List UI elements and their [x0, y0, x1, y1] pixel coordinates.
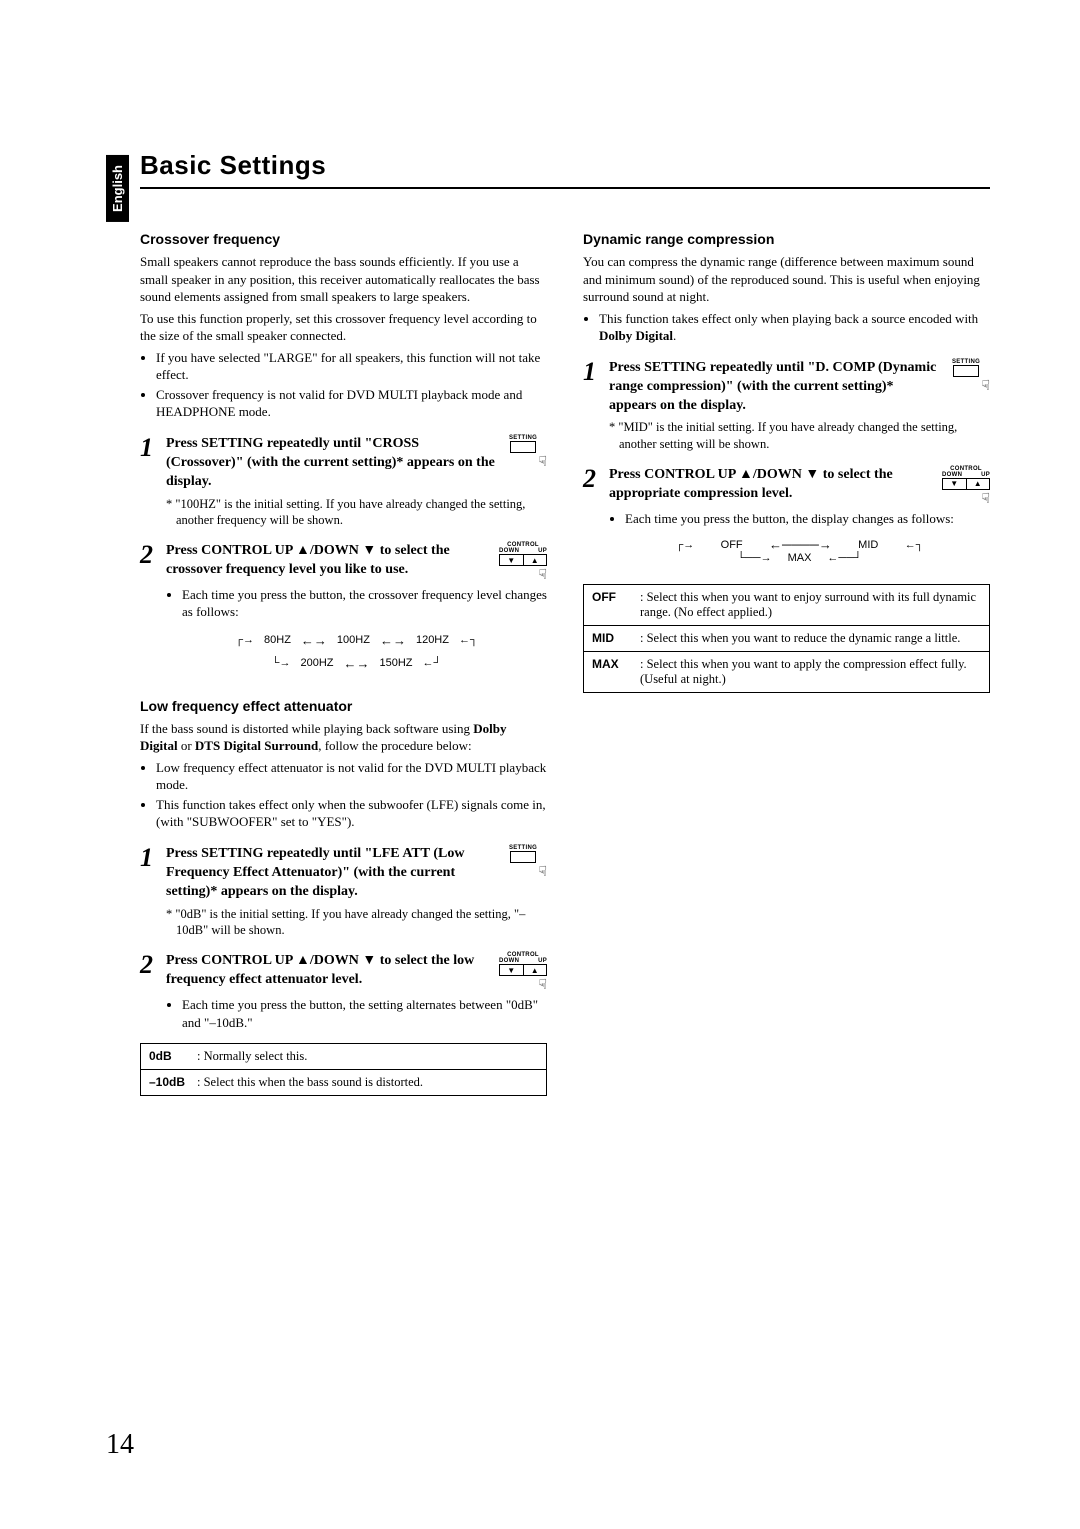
lfe-def-10db-key: –10dB	[141, 1070, 197, 1095]
dcomp-step2-b1: Each time you press the button, the disp…	[625, 510, 990, 528]
press-hand-icon: ☟	[499, 454, 547, 468]
crossover-bullets: If you have selected "LARGE" for all spe…	[140, 349, 547, 421]
step-number: 1	[140, 845, 158, 938]
up-label: UP	[981, 472, 990, 478]
crossover-step2-text: Press CONTROL UP ▲/DOWN ▼ to select the …	[166, 542, 547, 580]
dcomp-def-mid-key: MID	[584, 626, 640, 651]
up-icon: ▲	[523, 965, 547, 975]
dcomp-step-1: 1 SETTING ☟ Press SETTING repeatedly unt…	[583, 359, 990, 452]
setting-label: SETTING	[499, 845, 547, 851]
down-icon: ▼	[500, 965, 523, 975]
crossover-p1: Small speakers cannot reproduce the bass…	[140, 253, 547, 306]
lfe-b2: This function takes effect only when the…	[156, 796, 547, 831]
lfe-heading: Low frequency effect attenuator	[140, 698, 547, 714]
crossover-step1-note: * "100HZ" is the initial setting. If you…	[166, 496, 547, 529]
crossover-flow-diagram: ┌→ 80HZ←→ 100HZ←→ 120HZ ←┐ └→ 200HZ←→ 15…	[206, 629, 507, 676]
setting-button-icon: SETTING ☟	[942, 359, 990, 392]
lfe-def-10db-val: : Select this when the bass sound is dis…	[197, 1070, 546, 1095]
up-label: UP	[538, 958, 547, 964]
crossover-b1: If you have selected "LARGE" for all spe…	[156, 349, 547, 384]
crossover-step2-b1: Each time you press the button, the cros…	[182, 586, 547, 621]
up-icon: ▲	[966, 479, 990, 489]
dcomp-b1: This function takes effect only when pla…	[599, 310, 990, 345]
control-button-icon: CONTROL DOWNUP ▼▲ ☟	[942, 466, 990, 505]
lfe-b1: Low frequency effect attenuator is not v…	[156, 759, 547, 794]
left-column: Crossover frequency Small speakers canno…	[140, 217, 547, 1096]
lfe-step1-text: Press SETTING repeatedly until "LFE ATT …	[166, 845, 547, 902]
up-icon: ▲	[523, 555, 547, 565]
crossover-step-1: 1 SETTING ☟ Press SETTING repeatedly unt…	[140, 435, 547, 528]
crossover-step-2: 2 CONTROL DOWNUP ▼▲ ☟ Press CONTROL UP ▲…	[140, 542, 547, 676]
lfe-bullets: Low frequency effect attenuator is not v…	[140, 759, 547, 831]
dcomp-bullets: This function takes effect only when pla…	[583, 310, 990, 345]
setting-label: SETTING	[942, 359, 990, 365]
dcomp-def-max-val: : Select this when you want to apply the…	[640, 652, 989, 692]
step-number: 1	[583, 359, 601, 452]
language-tab: English	[106, 155, 129, 222]
lfe-def-0db-key: 0dB	[141, 1044, 197, 1069]
right-column: Dynamic range compression You can compre…	[583, 217, 990, 1096]
dcomp-flow-diagram: ┌→ OFF ←────→ MID ←┐ └──→ MAX ←──┘	[670, 537, 930, 564]
step-number: 1	[140, 435, 158, 528]
dcomp-step2-text: Press CONTROL UP ▲/DOWN ▼ to select the …	[609, 466, 990, 504]
dcomp-intro: You can compress the dynamic range (diff…	[583, 253, 990, 306]
crossover-p2: To use this function properly, set this …	[140, 310, 547, 345]
down-icon: ▼	[943, 479, 966, 489]
dcomp-step-2: 2 CONTROL DOWNUP ▼▲ ☟ Press CONTROL UP ▲…	[583, 466, 990, 570]
down-icon: ▼	[500, 555, 523, 565]
lfe-step1-note: * "0dB" is the initial setting. If you h…	[166, 906, 547, 939]
crossover-b2: Crossover frequency is not valid for DVD…	[156, 386, 547, 421]
step-number: 2	[140, 952, 158, 1033]
step-number: 2	[140, 542, 158, 676]
down-label: DOWN	[942, 472, 962, 478]
lfe-definitions: 0dB : Normally select this. –10dB : Sele…	[140, 1043, 547, 1096]
page-title: Basic Settings	[140, 150, 990, 181]
lfe-def-0db-val: : Normally select this.	[197, 1044, 546, 1069]
crossover-step1-text: Press SETTING repeatedly until "CROSS (C…	[166, 435, 547, 492]
down-label: DOWN	[499, 958, 519, 964]
lfe-step2-b1: Each time you press the button, the sett…	[182, 996, 547, 1031]
dcomp-step1-note: * "MID" is the initial setting. If you h…	[609, 419, 990, 452]
setting-button-icon: SETTING ☟	[499, 845, 547, 878]
crossover-intro: Small speakers cannot reproduce the bass…	[140, 253, 547, 345]
dcomp-def-mid-val: : Select this when you want to reduce th…	[640, 626, 989, 651]
lfe-step2-text: Press CONTROL UP ▲/DOWN ▼ to select the …	[166, 952, 547, 990]
dcomp-step1-text: Press SETTING repeatedly until "D. COMP …	[609, 359, 990, 416]
setting-label: SETTING	[499, 435, 547, 441]
crossover-heading: Crossover frequency	[140, 231, 547, 247]
press-hand-icon: ☟	[499, 567, 547, 581]
dcomp-p1: You can compress the dynamic range (diff…	[583, 253, 990, 306]
control-button-icon: CONTROL DOWNUP ▼▲ ☟	[499, 952, 547, 991]
dcomp-definitions: OFF : Select this when you want to enjoy…	[583, 584, 990, 693]
step-number: 2	[583, 466, 601, 570]
lfe-step-2: 2 CONTROL DOWNUP ▼▲ ☟ Press CONTROL UP ▲…	[140, 952, 547, 1033]
dcomp-def-max-key: MAX	[584, 652, 640, 692]
title-rule	[140, 187, 990, 189]
press-hand-icon: ☟	[499, 864, 547, 878]
up-label: UP	[538, 548, 547, 554]
control-button-icon: CONTROL DOWNUP ▼▲ ☟	[499, 542, 547, 581]
lfe-intro: If the bass sound is distorted while pla…	[140, 720, 547, 755]
page-number: 14	[106, 1429, 134, 1461]
setting-button-icon: SETTING ☟	[499, 435, 547, 468]
dcomp-def-off-val: : Select this when you want to enjoy sur…	[640, 585, 989, 625]
content-columns: Crossover frequency Small speakers canno…	[140, 217, 990, 1096]
press-hand-icon: ☟	[499, 977, 547, 991]
lfe-step-1: 1 SETTING ☟ Press SETTING repeatedly unt…	[140, 845, 547, 938]
down-label: DOWN	[499, 548, 519, 554]
press-hand-icon: ☟	[942, 378, 990, 392]
dcomp-heading: Dynamic range compression	[583, 231, 990, 247]
dcomp-def-off-key: OFF	[584, 585, 640, 625]
press-hand-icon: ☟	[942, 491, 990, 505]
